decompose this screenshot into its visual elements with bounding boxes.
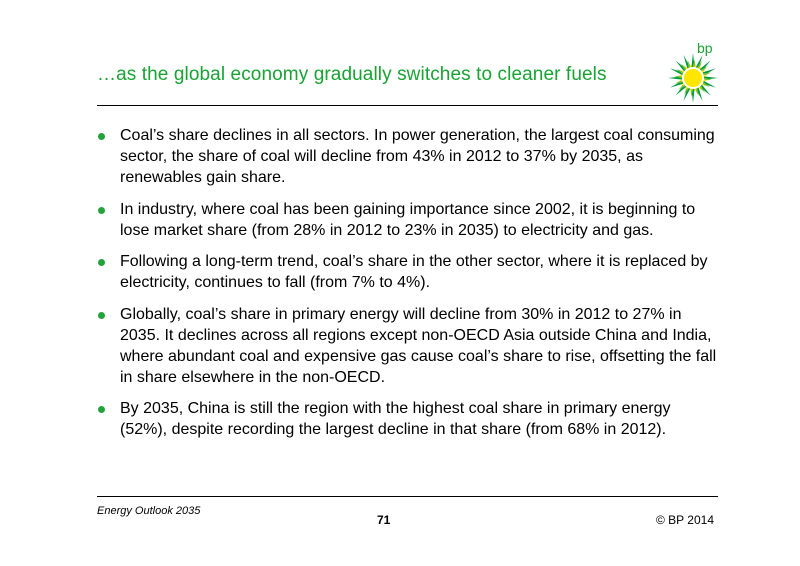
bullet-list: Coal’s share declines in all sectors. In…	[97, 125, 717, 451]
header-divider	[97, 105, 718, 106]
logo-ray	[701, 80, 717, 88]
footer-divider	[97, 496, 718, 497]
logo-ray	[695, 54, 703, 70]
bullet-item: Coal’s share declines in all sectors. In…	[97, 125, 717, 188]
page-number: 71	[377, 513, 391, 527]
bullet-item: By 2035, China is still the region with …	[97, 398, 717, 440]
logo-ray	[696, 61, 702, 71]
logo-ray	[675, 83, 688, 96]
logo-ray	[675, 60, 688, 73]
bp-helios-logo-icon	[668, 53, 718, 103]
logo-ray	[700, 81, 710, 87]
bullet-text: Globally, coal’s share in primary energy…	[120, 305, 717, 386]
logo-ray	[676, 69, 686, 75]
bullet-item: Globally, coal’s share in primary energy…	[97, 304, 717, 388]
logo-ray	[698, 83, 711, 96]
logo-ray	[683, 86, 691, 102]
bullet-item: In industry, where coal has been gaining…	[97, 199, 717, 241]
page-title: …as the global economy gradually switche…	[97, 64, 607, 85]
bullet-text: Following a long-term trend, coal’s shar…	[120, 253, 708, 291]
logo-ray	[698, 60, 711, 73]
bullet-dot-icon	[98, 311, 105, 319]
bullet-dot-icon	[98, 259, 105, 266]
bullet-dot-icon	[98, 206, 105, 214]
bullet-text: In industry, where coal has been gaining…	[120, 200, 696, 239]
bullet-dot-icon	[98, 406, 105, 413]
logo-ray	[669, 68, 685, 76]
bullet-text: By 2035, China is still the region with …	[120, 400, 671, 438]
logo-wordmark: bp	[697, 40, 713, 56]
logo-ray	[684, 85, 690, 95]
publication-name: Energy Outlook 2035	[97, 505, 201, 517]
bullet-dot-icon	[98, 133, 105, 140]
copyright: © BP 2014	[656, 513, 714, 527]
bullet-item: Following a long-term trend, coal’s shar…	[97, 251, 717, 293]
bullet-text: Coal’s share declines in all sectors. In…	[120, 127, 715, 186]
